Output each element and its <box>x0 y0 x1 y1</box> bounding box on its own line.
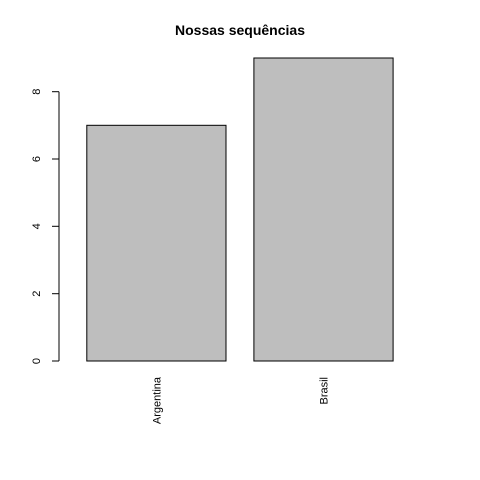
bar-brasil <box>253 57 394 362</box>
y-axis: 0 2 4 6 8 <box>31 89 60 364</box>
y-tick-label-8: 8 <box>31 89 43 95</box>
bars-group <box>86 57 394 362</box>
chart-title: Nossas sequências <box>175 22 305 38</box>
x-axis-labels: Argentina Brasil <box>152 376 331 424</box>
bar-argentina <box>86 124 227 362</box>
y-tick-label-0: 0 <box>31 358 43 364</box>
x-tick-label-brasil: Brasil <box>319 377 331 405</box>
y-tick-label-4: 4 <box>31 223 43 229</box>
y-tick-label-6: 6 <box>31 156 43 162</box>
y-tick-label-2: 2 <box>31 291 43 297</box>
x-tick-label-argentina: Argentina <box>152 376 164 424</box>
